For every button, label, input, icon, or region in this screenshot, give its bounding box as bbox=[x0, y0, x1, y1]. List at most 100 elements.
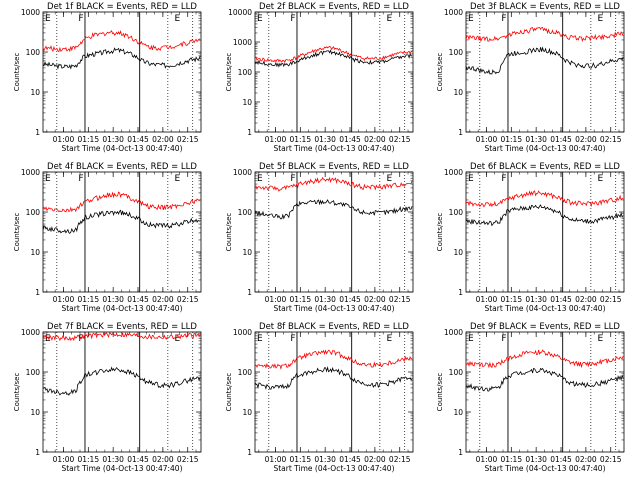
marker-label-e-start: E bbox=[468, 174, 474, 184]
y-tick-label: 1 bbox=[458, 288, 463, 297]
plot-frame bbox=[254, 171, 414, 293]
y-tick-label: 100 bbox=[449, 368, 464, 377]
x-tick-label: 02:15 bbox=[389, 295, 411, 304]
x-tick-label: 01:30 bbox=[314, 135, 336, 144]
x-tick-label: 02:15 bbox=[600, 295, 622, 304]
x-tick-label: 02:15 bbox=[600, 135, 622, 144]
y-axis-label: Counts/sec bbox=[436, 373, 444, 412]
x-tick-label: 01:45 bbox=[339, 455, 361, 464]
x-tick-label: 02:00 bbox=[152, 135, 174, 144]
y-axis-label: Counts/sec bbox=[225, 213, 233, 252]
x-tick-label: 02:00 bbox=[152, 455, 174, 464]
x-tick-label: 02:15 bbox=[389, 135, 411, 144]
y-tick-label: 10 bbox=[453, 248, 463, 257]
marker-label-e-start: E bbox=[257, 174, 263, 184]
y-tick-label: 10 bbox=[30, 408, 40, 417]
marker-label-f: F bbox=[290, 14, 295, 24]
x-tick-label: 01:15 bbox=[289, 135, 311, 144]
y-tick-label: 100 bbox=[238, 208, 253, 217]
marker-label-f: F bbox=[78, 174, 83, 184]
marker-label-f: F bbox=[78, 14, 83, 24]
x-tick-label: 01:00 bbox=[476, 295, 498, 304]
x-axis-label: Start Time (04-Oct-13 00:47:40) bbox=[61, 464, 182, 473]
x-axis-label: Start Time (04-Oct-13 00:47:40) bbox=[273, 304, 394, 313]
x-tick-label: 01:45 bbox=[550, 455, 572, 464]
marker-label-e-start: E bbox=[45, 174, 51, 184]
x-tick-label: 01:15 bbox=[77, 135, 99, 144]
lld-series-line bbox=[465, 26, 624, 43]
marker-label-e: E bbox=[386, 174, 392, 184]
marker-label-e-start: E bbox=[257, 334, 263, 344]
x-tick-label: 02:15 bbox=[177, 295, 199, 304]
x-tick-label: 01:45 bbox=[127, 135, 149, 144]
y-tick-label: 10 bbox=[242, 98, 252, 107]
x-tick-label: 01:45 bbox=[550, 135, 572, 144]
events-series-line bbox=[254, 49, 413, 68]
x-axis-label: Start Time (04-Oct-13 00:47:40) bbox=[273, 144, 394, 153]
x-axis-label: Start Time (04-Oct-13 00:47:40) bbox=[484, 144, 605, 153]
x-tick-label: 02:00 bbox=[364, 135, 386, 144]
panel-title: Det 8f BLACK = Events, RED = LLD bbox=[259, 322, 409, 332]
detector-panel-9f: Det 9f BLACK = Events, RED = LLD 1 10 100 10… bbox=[436, 322, 625, 473]
detector-panel-8f: Det 8f BLACK = Events, RED = LLD 1 10 100 10… bbox=[225, 322, 414, 473]
x-axis-label: Start Time (04-Oct-13 00:47:40) bbox=[484, 304, 605, 313]
y-axis-label: Counts/sec bbox=[225, 373, 233, 412]
x-tick-label: 01:00 bbox=[265, 135, 287, 144]
x-tick-label: 01:15 bbox=[77, 295, 99, 304]
x-tick-label: 01:45 bbox=[127, 455, 149, 464]
panel-title: Det 1f BLACK = Events, RED = LLD bbox=[47, 2, 197, 12]
y-tick-label: 1000 bbox=[444, 8, 463, 17]
lld-series-line bbox=[254, 349, 413, 371]
y-tick-label: 100 bbox=[26, 368, 41, 377]
y-tick-label: 1000 bbox=[444, 168, 463, 177]
detector-panel-1f: Det 1f BLACK = Events, RED = LLD 1 10 100 10… bbox=[13, 2, 202, 153]
y-tick-label: 1000 bbox=[21, 168, 40, 177]
events-series-line bbox=[465, 204, 624, 227]
marker-label-f: F bbox=[501, 334, 506, 344]
plot-frame bbox=[42, 331, 202, 453]
y-tick-label: 10 bbox=[242, 248, 252, 257]
marker-label-e-start: E bbox=[468, 334, 474, 344]
events-series-line bbox=[42, 209, 201, 234]
y-tick-label: 1000 bbox=[21, 8, 40, 17]
detector-panel-4f: Det 4f BLACK = Events, RED = LLD 1 10 100 10… bbox=[13, 162, 202, 313]
detector-panel-3f: Det 3f BLACK = Events, RED = LLD 1 10 100 10… bbox=[436, 2, 625, 153]
x-tick-label: 01:30 bbox=[314, 455, 336, 464]
x-tick-label: 01:00 bbox=[476, 455, 498, 464]
x-axis-label: Start Time (04-Oct-13 00:47:40) bbox=[273, 464, 394, 473]
y-tick-label: 100 bbox=[26, 208, 41, 217]
lld-series-line bbox=[42, 191, 201, 213]
x-tick-label: 02:00 bbox=[364, 455, 386, 464]
x-tick-label: 02:15 bbox=[389, 455, 411, 464]
lld-series-line bbox=[465, 190, 624, 208]
marker-label-f: F bbox=[501, 14, 506, 24]
plot-frame bbox=[465, 331, 625, 453]
panel-title: Det 3f BLACK = Events, RED = LLD bbox=[470, 2, 620, 12]
panel-title: Det 4f BLACK = Events, RED = LLD bbox=[47, 162, 197, 172]
plot-frame bbox=[465, 11, 625, 133]
y-tick-label: 10 bbox=[453, 88, 463, 97]
y-tick-label: 1 bbox=[35, 288, 40, 297]
x-tick-label: 01:30 bbox=[525, 135, 547, 144]
y-tick-label: 1000 bbox=[444, 328, 463, 337]
plot-frame bbox=[254, 331, 414, 453]
y-tick-label: 10 bbox=[242, 408, 252, 417]
marker-label-e-start: E bbox=[257, 14, 263, 24]
x-tick-label: 02:00 bbox=[575, 295, 597, 304]
x-tick-label: 02:15 bbox=[600, 455, 622, 464]
x-tick-label: 01:00 bbox=[265, 295, 287, 304]
x-tick-label: 01:15 bbox=[289, 455, 311, 464]
y-tick-label: 1 bbox=[247, 448, 252, 457]
marker-label-e: E bbox=[174, 14, 180, 24]
x-tick-label: 01:30 bbox=[314, 295, 336, 304]
x-tick-label: 01:00 bbox=[476, 135, 498, 144]
events-series-line bbox=[465, 367, 624, 392]
y-tick-label: 10 bbox=[453, 408, 463, 417]
y-axis-label: Counts/sec bbox=[436, 53, 444, 92]
x-tick-label: 01:15 bbox=[500, 135, 522, 144]
y-axis-label: Counts/sec bbox=[13, 373, 21, 412]
marker-label-e-start: E bbox=[45, 334, 51, 344]
x-tick-label: 02:15 bbox=[177, 455, 199, 464]
marker-label-e: E bbox=[597, 334, 603, 344]
